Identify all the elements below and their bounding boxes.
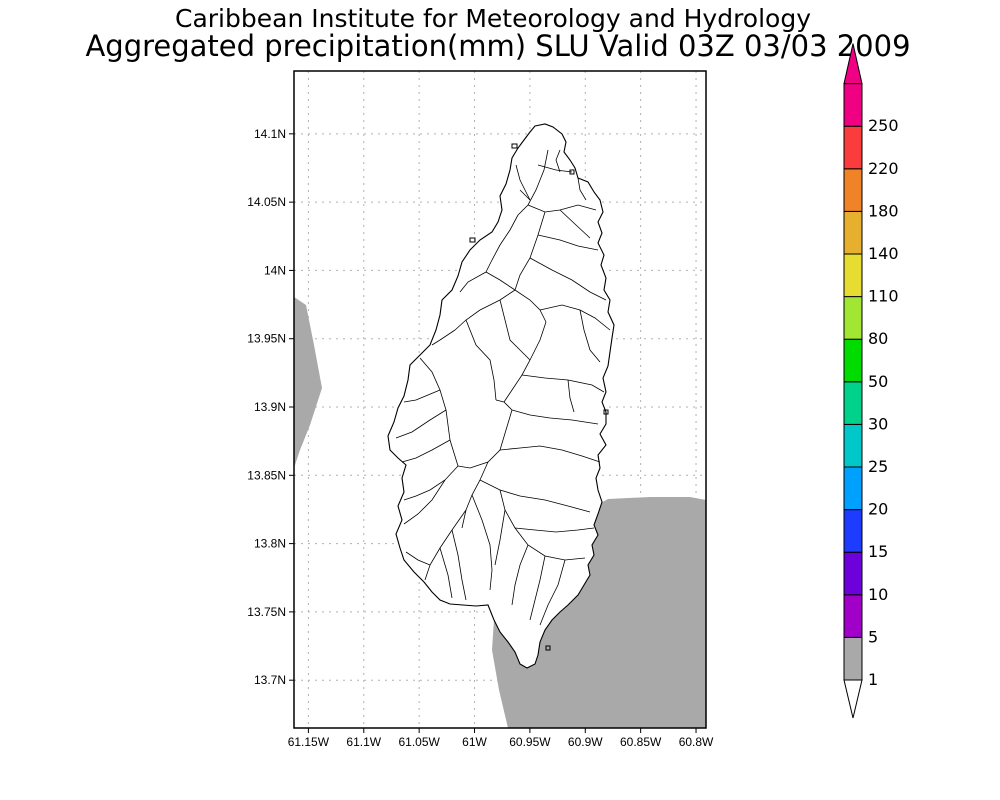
colorbar-level-label: 220 (868, 159, 899, 178)
lat-tick-label: 14.1N (254, 127, 286, 141)
colorbar-segment (843, 551, 863, 596)
colorbar-level-label: 250 (868, 116, 899, 135)
colorbar-level-label: 110 (868, 287, 899, 306)
colorbar-level-label: 50 (868, 372, 888, 391)
colorbar-level-label: 80 (868, 329, 888, 348)
colorbar-level-label: 20 (868, 500, 888, 519)
colorbar-segment (843, 210, 863, 255)
precip-area-west (294, 297, 322, 468)
colorbar-segment (843, 253, 863, 298)
latitude-axis: 14.1N 14.05N 14N 13.95N 13.9N 13.85N 13.8N 13.7… (247, 127, 294, 687)
lat-tick-label: 13.95N (247, 332, 286, 346)
colorbar-level-label: 10 (868, 585, 888, 604)
colorbar-segment (843, 636, 863, 681)
lon-tick-label: 60.95W (509, 735, 551, 749)
colorbar-segment (843, 594, 863, 638)
colorbar-over-triangle (843, 43, 863, 85)
colorbar-level-label: 140 (868, 244, 899, 263)
colorbar-segment (843, 83, 863, 127)
map-title: Aggregated precipitation(mm) SLU Valid 0… (85, 29, 910, 63)
colorbar-segment (843, 381, 863, 425)
lat-tick-label: 14N (264, 263, 286, 277)
lon-tick-label: 61W (462, 735, 487, 749)
colorbar-segment (843, 338, 863, 383)
lat-tick-label: 14.05N (247, 195, 286, 209)
colorbar-level-label: 30 (868, 414, 888, 433)
colorbar-segment (843, 423, 863, 468)
colorbar-segment (843, 466, 863, 511)
lon-tick-label: 60.9W (568, 735, 603, 749)
colorbar-level-label: 5 (868, 627, 878, 646)
lon-tick-label: 61.15W (288, 735, 330, 749)
lon-tick-label: 61.05W (398, 735, 440, 749)
colorbar-segment (843, 125, 863, 170)
colorbar-level-label: 180 (868, 201, 899, 220)
map-frame (293, 70, 707, 729)
coastal-details (469, 143, 609, 651)
colorbar-level-label: 15 (868, 542, 888, 561)
watershed-boundaries (395, 149, 611, 626)
lon-tick-label: 60.85W (620, 735, 662, 749)
colorbar-under-triangle (843, 679, 863, 719)
longitude-axis: 61.15W 61.1W 61.05W 61W 60.95W 60.9W 60.85W 60.… (288, 728, 714, 749)
lat-tick-label: 13.7N (254, 673, 286, 687)
colorbar-segment (843, 509, 863, 553)
colorbar-level-label: 25 (868, 457, 888, 476)
lat-tick-label: 13.9N (254, 400, 286, 414)
lat-tick-label: 13.85N (247, 468, 286, 482)
lon-tick-label: 61.1W (346, 735, 381, 749)
lat-tick-label: 13.75N (247, 605, 286, 619)
map-panel: 61.15W 61.1W 61.05W 61W 60.95W 60.9W 60.85W 60.… (247, 70, 714, 749)
lat-tick-label: 13.8N (254, 537, 286, 551)
colorbar-segment (843, 168, 863, 212)
lon-tick-label: 60.8W (679, 735, 714, 749)
colorbar-level-label: 1 (868, 670, 878, 689)
colorbar-segment (843, 296, 863, 340)
institute-title: Caribbean Institute for Meteorology and … (175, 4, 811, 33)
